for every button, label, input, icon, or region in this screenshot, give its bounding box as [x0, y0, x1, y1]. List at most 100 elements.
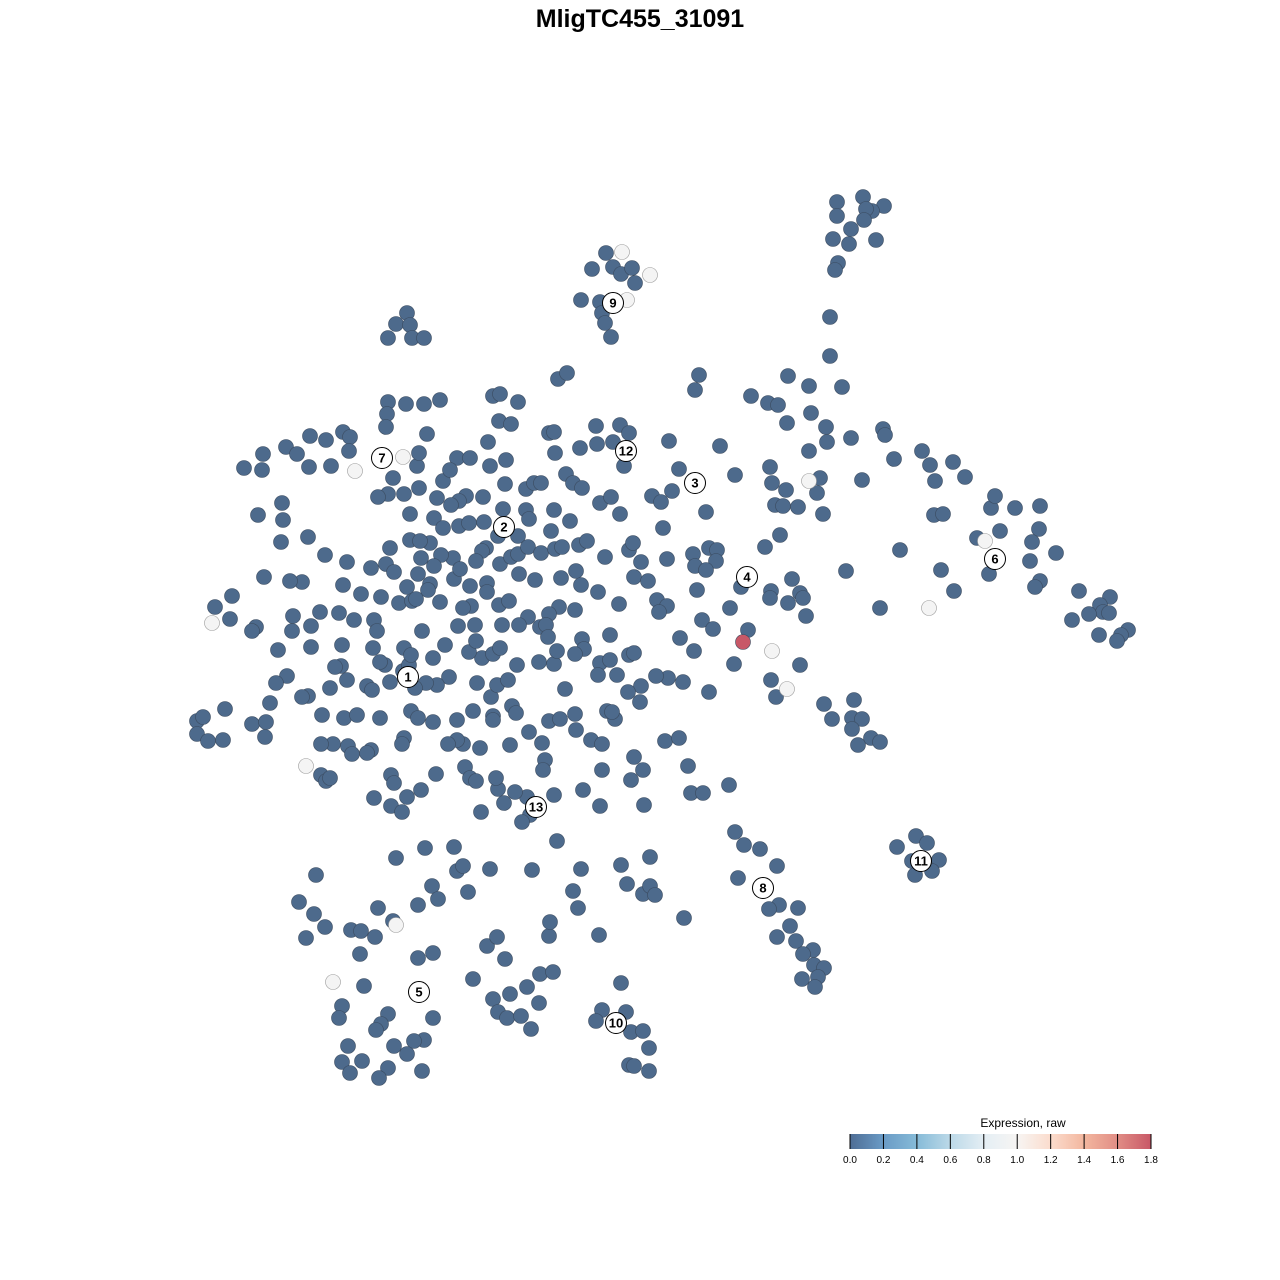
- cluster-label-7: 7: [371, 447, 393, 469]
- cluster-label-text: 9: [609, 296, 616, 311]
- data-point: [365, 640, 381, 656]
- data-point: [655, 520, 671, 536]
- data-point: [829, 194, 845, 210]
- data-point: [687, 382, 703, 398]
- data-point: [935, 506, 951, 522]
- cluster-label-text: 7: [378, 451, 385, 466]
- data-point: [1007, 500, 1023, 516]
- data-point: [613, 857, 629, 873]
- data-point: [446, 839, 462, 855]
- data-point: [795, 946, 811, 962]
- data-point: [701, 684, 717, 700]
- data-point: [420, 582, 436, 598]
- data-point: [686, 643, 702, 659]
- data-point: [497, 951, 513, 967]
- data-point: [782, 918, 798, 934]
- cluster-label-8: 8: [752, 877, 774, 899]
- data-point: [633, 678, 649, 694]
- data-point: [509, 657, 525, 673]
- data-point: [323, 458, 339, 474]
- data-point: [825, 231, 841, 247]
- data-point: [594, 762, 610, 778]
- data-point: [611, 596, 627, 612]
- data-point: [462, 578, 478, 594]
- data-point: [476, 514, 492, 530]
- data-point: [651, 604, 667, 620]
- data-point: [602, 652, 618, 668]
- data-point: [780, 595, 796, 611]
- data-point: [274, 495, 290, 511]
- data-point: [278, 439, 294, 455]
- data-point: [435, 473, 451, 489]
- data-point: [554, 539, 570, 555]
- data-point: [449, 712, 465, 728]
- cluster-label-5: 5: [408, 981, 430, 1003]
- data-point: [779, 681, 795, 697]
- data-point: [399, 579, 415, 595]
- data-point: [482, 458, 498, 474]
- data-point: [492, 386, 508, 402]
- data-point: [1027, 579, 1043, 595]
- data-point: [584, 261, 600, 277]
- data-point: [419, 426, 435, 442]
- data-point: [207, 599, 223, 615]
- data-point: [402, 506, 418, 522]
- data-point: [846, 692, 862, 708]
- data-point: [396, 486, 412, 502]
- data-point: [467, 617, 483, 633]
- data-point: [626, 1058, 642, 1074]
- data-point: [752, 841, 768, 857]
- data-point: [889, 839, 905, 855]
- data-point: [598, 245, 614, 261]
- data-point: [1024, 534, 1040, 550]
- data-point: [621, 425, 637, 441]
- data-point: [977, 533, 993, 549]
- data-point: [619, 876, 635, 892]
- data-point: [410, 566, 426, 582]
- data-point: [460, 884, 476, 900]
- data-point: [430, 891, 446, 907]
- data-point: [834, 379, 850, 395]
- cluster-label-badge: [397, 666, 419, 688]
- data-point: [794, 971, 810, 987]
- data-point: [450, 618, 466, 634]
- data-point: [224, 588, 240, 604]
- cluster-label-text: 12: [619, 444, 633, 459]
- data-point: [1091, 627, 1107, 643]
- data-point: [513, 1008, 529, 1024]
- data-point: [388, 917, 404, 933]
- data-point: [425, 1010, 441, 1026]
- data-point: [282, 573, 298, 589]
- data-point: [342, 429, 358, 445]
- data-point: [411, 480, 427, 496]
- data-point: [435, 520, 451, 536]
- data-point: [602, 627, 618, 643]
- data-point: [809, 485, 825, 501]
- data-point: [399, 1046, 415, 1062]
- cluster-label-13: 13: [525, 796, 547, 818]
- data-point: [764, 475, 780, 491]
- data-point: [399, 789, 415, 805]
- data-point: [291, 894, 307, 910]
- data-point: [523, 1021, 539, 1037]
- data-point: [626, 569, 642, 585]
- data-point: [553, 570, 569, 586]
- data-point: [854, 472, 870, 488]
- legend-tick-label: 1.6: [1111, 1155, 1125, 1166]
- data-point: [410, 710, 426, 726]
- data-point: [531, 654, 547, 670]
- cluster-label-text: 3: [691, 476, 698, 491]
- data-point: [462, 450, 478, 466]
- data-point: [520, 539, 536, 555]
- data-point: [303, 639, 319, 655]
- legend-tick-label: 0.4: [910, 1155, 924, 1166]
- data-point: [613, 975, 629, 991]
- data-point: [313, 736, 329, 752]
- data-point: [258, 714, 274, 730]
- data-point: [527, 572, 543, 588]
- data-point: [603, 329, 619, 345]
- data-point: [236, 460, 252, 476]
- data-point: [769, 858, 785, 874]
- data-point: [572, 440, 588, 456]
